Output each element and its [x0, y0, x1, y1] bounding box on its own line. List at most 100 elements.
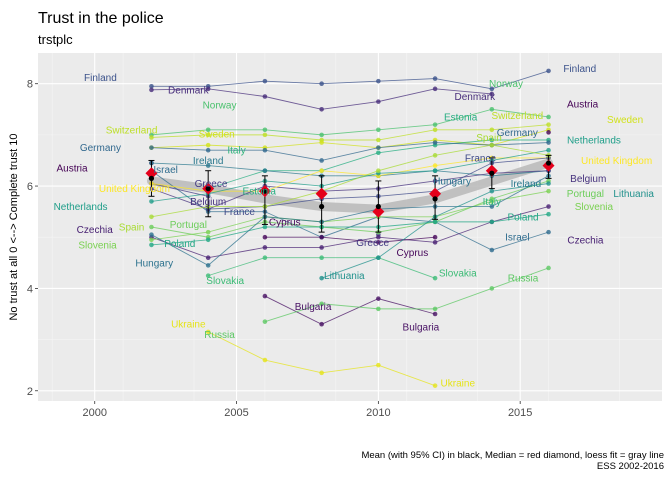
- country-label: Sweden: [607, 115, 643, 126]
- mean-point: [262, 188, 268, 194]
- data-point: [432, 234, 438, 240]
- country-label: Spain: [119, 223, 145, 234]
- country-label: France: [224, 207, 256, 218]
- data-point: [262, 168, 268, 174]
- data-point: [432, 311, 438, 317]
- country-label: Poland: [164, 239, 195, 250]
- mean-point: [489, 170, 495, 176]
- data-point: [489, 91, 495, 97]
- data-point: [489, 137, 495, 143]
- y-axis-label: No trust at all 0 <--> Complete trust 10: [8, 133, 20, 320]
- series-line: [151, 142, 549, 161]
- data-point: [319, 301, 324, 307]
- data-point: [546, 188, 551, 194]
- data-point: [319, 132, 324, 138]
- data-point: [376, 306, 381, 312]
- mean-point: [148, 175, 155, 181]
- country-label: Slovakia: [206, 276, 244, 287]
- country-label: Denmark: [455, 92, 497, 103]
- country-label: Hungary: [135, 258, 173, 269]
- data-point: [432, 168, 438, 174]
- country-label: Denmark: [168, 85, 210, 96]
- country-label: Finland: [84, 73, 117, 84]
- data-point: [262, 255, 268, 261]
- data-point: [546, 122, 551, 127]
- series-line: [264, 295, 436, 325]
- data-point: [376, 137, 381, 143]
- x-tick-label: 2005: [224, 407, 248, 419]
- data-point: [319, 255, 324, 261]
- data-point: [262, 94, 268, 99]
- data-point: [546, 130, 551, 135]
- data-point: [432, 153, 438, 158]
- data-point: [319, 245, 324, 250]
- data-point: [489, 286, 495, 291]
- data-point: [376, 168, 381, 174]
- data-point: [149, 199, 154, 204]
- data-point: [262, 357, 268, 363]
- data-point: [432, 127, 438, 133]
- data-point: [205, 255, 211, 261]
- data-point: [376, 296, 381, 301]
- country-label: Germany: [80, 143, 121, 154]
- data-point: [319, 158, 324, 163]
- country-label: Slovakia: [439, 269, 477, 280]
- country-label: Ireland: [511, 179, 542, 190]
- country-label: Switzerland: [491, 111, 543, 122]
- series-line: [151, 170, 549, 210]
- country-label: Poland: [507, 212, 538, 223]
- loess-fit: [146, 158, 554, 214]
- series-line: [151, 70, 549, 90]
- data-point: [489, 142, 495, 148]
- country-label: Lithuania: [613, 189, 654, 200]
- data-point: [546, 140, 551, 145]
- data-point: [149, 87, 154, 93]
- series-line: [151, 180, 549, 238]
- series-line: [151, 124, 549, 141]
- data-point: [205, 86, 211, 92]
- data-point: [546, 229, 551, 235]
- country-label: Estonia: [243, 187, 277, 198]
- data-point: [489, 86, 495, 92]
- country-label: Israel: [505, 233, 529, 244]
- data-point: [376, 145, 381, 150]
- country-labels: Finland Denmark Norway Switzerland Sweden Ger…: [54, 64, 655, 390]
- series-ukraine: [205, 329, 438, 388]
- data-point: [205, 147, 211, 153]
- x-tick-label: 2000: [82, 407, 106, 419]
- data-point: [489, 188, 495, 194]
- country-label: Netherlands: [567, 136, 621, 147]
- median-diamond: [315, 187, 328, 200]
- data-point: [262, 127, 268, 133]
- data-point: [319, 275, 324, 281]
- caption-source: ESS 2002-2016: [597, 461, 664, 472]
- country-label: Switzerland: [106, 125, 158, 136]
- series-spain: [149, 142, 551, 220]
- series-line: [151, 213, 549, 246]
- series-line: [151, 206, 549, 259]
- country-label: Portugal: [567, 189, 604, 200]
- y-tick-label: 6: [27, 181, 33, 193]
- country-label: Cyprus: [397, 248, 429, 259]
- data-point: [149, 214, 154, 220]
- data-point: [262, 132, 268, 138]
- y-tick-label: 4: [27, 283, 33, 295]
- series-denmark: [149, 86, 495, 112]
- country-label: Austria: [56, 164, 88, 175]
- data-point: [432, 122, 438, 127]
- country-label: Portugal: [170, 220, 207, 231]
- caption-method: Mean (with 95% CI) in black, Median = re…: [361, 450, 664, 461]
- data-point: [432, 306, 438, 312]
- data-point: [319, 106, 324, 112]
- country-label: Bulgaria: [295, 302, 332, 313]
- y-tick-label: 2: [27, 386, 33, 398]
- data-point: [149, 232, 154, 237]
- data-point: [262, 245, 268, 250]
- data-point: [205, 163, 211, 168]
- series-russia: [262, 265, 551, 324]
- data-point: [319, 168, 324, 174]
- mean-point: [545, 160, 552, 166]
- data-point: [205, 329, 211, 335]
- series-line: [264, 236, 436, 243]
- data-point: [432, 86, 438, 92]
